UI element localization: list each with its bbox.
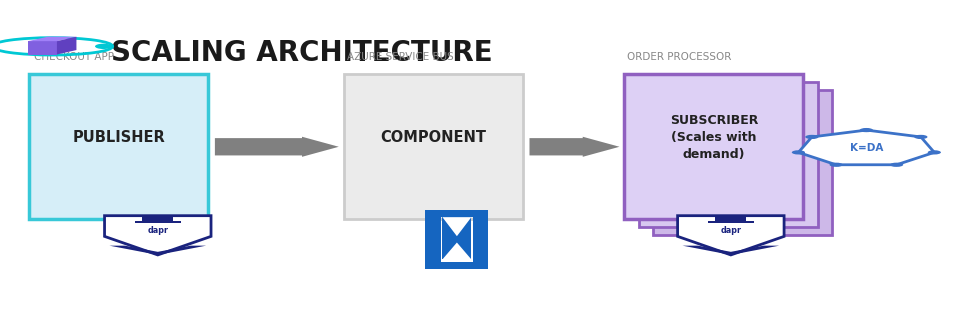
Text: ORDER PROCESSOR: ORDER PROCESSOR xyxy=(627,52,732,62)
Text: dapr: dapr xyxy=(720,226,741,235)
Circle shape xyxy=(830,163,843,167)
Polygon shape xyxy=(109,246,206,255)
Circle shape xyxy=(914,135,927,139)
FancyBboxPatch shape xyxy=(426,210,440,269)
Text: PUBLISHER: PUBLISHER xyxy=(73,130,165,145)
FancyBboxPatch shape xyxy=(142,215,173,221)
FancyBboxPatch shape xyxy=(624,74,803,219)
Text: SCALING ARCHITECTURE: SCALING ARCHITECTURE xyxy=(111,39,493,66)
FancyBboxPatch shape xyxy=(29,74,208,219)
FancyBboxPatch shape xyxy=(442,217,471,260)
Polygon shape xyxy=(442,243,471,260)
Polygon shape xyxy=(105,216,211,255)
Polygon shape xyxy=(678,216,784,255)
Circle shape xyxy=(860,128,873,132)
FancyBboxPatch shape xyxy=(473,210,488,269)
FancyBboxPatch shape xyxy=(426,210,488,217)
Polygon shape xyxy=(529,137,620,157)
FancyBboxPatch shape xyxy=(708,221,754,223)
Polygon shape xyxy=(215,137,339,157)
Text: K=DA: K=DA xyxy=(850,143,883,153)
Circle shape xyxy=(792,150,805,154)
FancyBboxPatch shape xyxy=(639,82,818,227)
FancyBboxPatch shape xyxy=(715,215,746,221)
FancyBboxPatch shape xyxy=(426,262,488,269)
FancyBboxPatch shape xyxy=(344,74,523,219)
Polygon shape xyxy=(442,217,471,236)
Text: COMPONENT: COMPONENT xyxy=(380,130,486,145)
Polygon shape xyxy=(682,246,779,255)
Circle shape xyxy=(95,44,111,49)
FancyBboxPatch shape xyxy=(653,90,832,235)
Text: SUBSCRIBER
(Scales with
demand): SUBSCRIBER (Scales with demand) xyxy=(670,114,758,161)
FancyBboxPatch shape xyxy=(135,221,181,223)
Text: CHECKOUT APP: CHECKOUT APP xyxy=(34,52,114,62)
Polygon shape xyxy=(28,37,76,41)
Text: dapr: dapr xyxy=(147,226,168,235)
Polygon shape xyxy=(28,41,57,54)
Circle shape xyxy=(890,163,903,167)
Polygon shape xyxy=(57,37,76,54)
Circle shape xyxy=(927,150,941,154)
Circle shape xyxy=(805,135,819,139)
Polygon shape xyxy=(799,130,934,165)
Text: AZURE SERVICE BUS: AZURE SERVICE BUS xyxy=(347,52,453,62)
